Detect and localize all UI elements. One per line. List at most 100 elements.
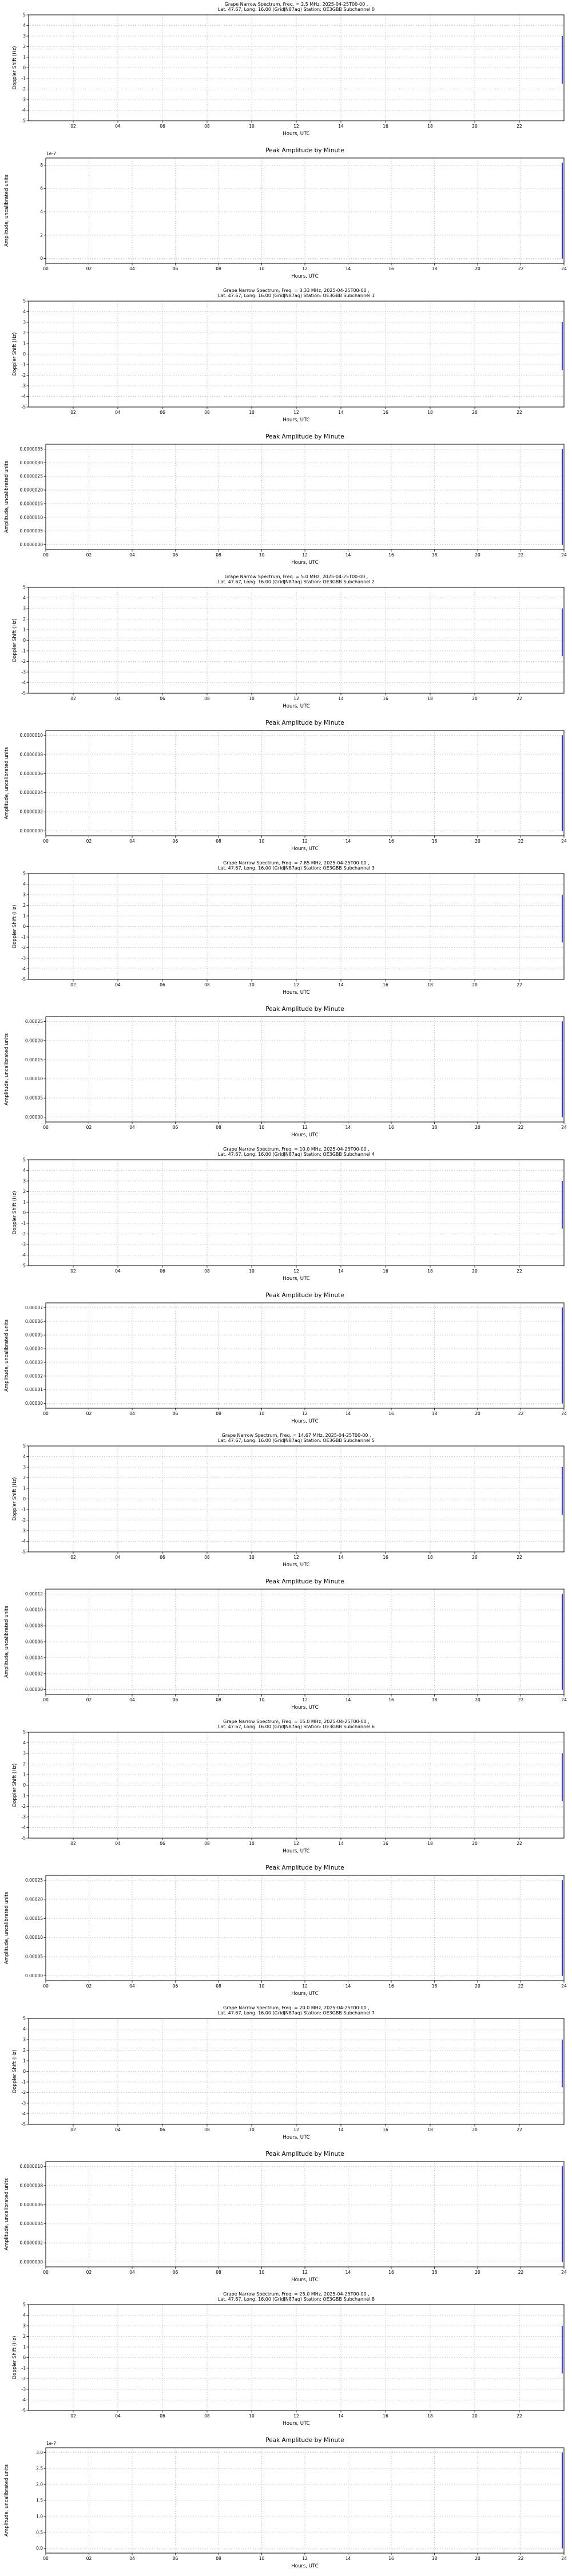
x-axis-label: Hours, UTC xyxy=(291,560,318,566)
y-tick-label: 5 xyxy=(23,1444,26,1449)
x-tick-label: 22 xyxy=(517,696,522,701)
x-tick-label: 16 xyxy=(388,2556,394,2561)
y-tick-label: 0.00015 xyxy=(25,1916,43,1921)
x-tick-label: 12 xyxy=(302,266,308,271)
x-tick-label: 02 xyxy=(86,1984,92,1989)
y-tick-label: -3 xyxy=(22,956,26,961)
x-tick-label: 06 xyxy=(173,1411,178,1416)
x-tick-label: 04 xyxy=(115,410,121,415)
x-tick-label: 04 xyxy=(115,696,121,701)
x-tick-label: 16 xyxy=(388,1697,394,1702)
x-tick-label: 10 xyxy=(249,124,255,129)
y-axis-label: Doppler Shift (Hz) xyxy=(12,905,18,949)
x-tick-label: 06 xyxy=(160,410,165,415)
doppler-chart-sub2: 02 04 06 08 10 12 14 16 18 20 22543210-1-2-3-4-5Gr… xyxy=(12,574,565,709)
amplitude-figure-sub3: 00 02 04 06 08 10 12 14 16 18 20 22 24 0.00000 0.00005… xyxy=(0,1002,572,1145)
amplitude-chart-sub3: 00 02 04 06 08 10 12 14 16 18 20 22 24 0.00000 0.00005… xyxy=(4,1006,567,1138)
y-tick-label: -1 xyxy=(22,1507,26,1512)
x-tick-label: 14 xyxy=(345,266,351,271)
x-tick-label: 22 xyxy=(518,1125,524,1130)
x-tick-label: 14 xyxy=(345,2556,351,2561)
y-tick-label: 4 xyxy=(23,1740,26,1745)
y-tick-label: 0.00025 xyxy=(25,1019,43,1024)
chart-title-line1: Peak Amplitude by Minute xyxy=(265,147,344,154)
y-tick-label: 0.00002 xyxy=(25,1671,43,1676)
y-tick-label: 0.0000010 xyxy=(19,733,43,738)
x-tick-label: 14 xyxy=(345,552,351,558)
x-tick-label: 22 xyxy=(518,552,524,558)
x-tick-label: 20 xyxy=(475,839,480,844)
x-tick-label: 12 xyxy=(302,552,308,558)
x-tick-label: 06 xyxy=(173,839,178,844)
x-tick-label: 18 xyxy=(427,2127,433,2132)
y-tick-label: -3 xyxy=(22,1242,26,1247)
y-tick-label: 0 xyxy=(23,924,26,929)
x-tick-label: 22 xyxy=(518,839,524,844)
y-tick-label: -4 xyxy=(22,680,26,685)
y-tick-label: 0.0000006 xyxy=(19,2202,43,2207)
x-tick-label: 06 xyxy=(160,1555,165,1560)
x-tick-label: 08 xyxy=(204,410,210,415)
x-tick-label: 20 xyxy=(475,1697,480,1702)
doppler-figure-sub4: 02 04 06 08 10 12 14 16 18 20 22 5 4 3 2 1 0 -1 -2 -3 -4 -5 Gr… xyxy=(0,1145,572,1288)
x-tick-label: 18 xyxy=(432,2556,438,2561)
x-tick-label: 02 xyxy=(70,696,76,701)
y-tick-label: -2 xyxy=(22,945,26,950)
x-tick-label: 06 xyxy=(160,1841,165,1846)
plot-frame xyxy=(45,2447,565,2554)
amplitude-chart-sub5: 00 02 04 06 08 10 12 14 16 18 20 22 24 0.00000 0.00002… xyxy=(4,1578,567,1710)
y-tick-label: 4 xyxy=(40,210,43,215)
y-tick-label: -3 xyxy=(22,384,26,389)
y-axis-label: Doppler Shift (Hz) xyxy=(12,1764,18,1807)
x-tick-label: 16 xyxy=(383,1269,388,1274)
x-tick-label: 10 xyxy=(259,1411,265,1416)
chart-title-line1: Grape Narrow Spectrum, Freq. = 5.0 MHz, … xyxy=(225,574,368,579)
y-tick-label: 3 xyxy=(23,1179,26,1184)
y-tick-label: 0.0000035 xyxy=(19,447,43,452)
y-tick-label: 2 xyxy=(23,2334,26,2339)
x-tick-label: 16 xyxy=(383,1841,388,1846)
y-tick-label: 1 xyxy=(23,55,26,60)
x-tick-label: 04 xyxy=(129,1125,135,1130)
plot-frame xyxy=(28,873,565,980)
x-tick-label: 00 xyxy=(43,266,49,271)
x-tick-label: 18 xyxy=(432,266,438,271)
x-tick-label: 12 xyxy=(293,982,299,987)
y-tick-label: 0.00000 xyxy=(25,1115,43,1120)
chart-title-line1: Grape Narrow Spectrum, Freq. = 15.0 MHz,… xyxy=(223,1719,370,1724)
x-tick-label: 04 xyxy=(129,2556,135,2561)
x-tick-label: 08 xyxy=(216,266,221,271)
y-tick-label: -5 xyxy=(22,977,26,982)
y-tick-label: -5 xyxy=(22,118,26,124)
x-tick-label: 02 xyxy=(70,982,76,987)
x-tick-label: 12 xyxy=(302,839,308,844)
x-tick-label: 06 xyxy=(160,124,165,129)
amplitude-chart-sub2: 00 02 04 06 08 10 12 14 16 18 20 22 24 0.0000000 0.000… xyxy=(4,720,567,852)
x-tick-label: 20 xyxy=(472,1269,478,1274)
x-tick-label: 24 xyxy=(561,266,567,271)
y-tick-label: -5 xyxy=(22,1263,26,1269)
x-tick-label: 14 xyxy=(338,124,344,129)
y-tick-label: 0 xyxy=(23,65,26,70)
y-tick-label: 0.0000005 xyxy=(19,528,43,534)
x-tick-label: 22 xyxy=(517,1555,522,1560)
doppler-chart-sub5: 02 04 06 08 10 12 14 16 18 20 22543210-1-2-3-4-5Gr… xyxy=(12,1433,565,1568)
y-tick-label: 0.0000010 xyxy=(19,515,43,520)
y-tick-label: -1 xyxy=(22,1793,26,1799)
y-tick-label: -1 xyxy=(22,935,26,940)
x-tick-label: 10 xyxy=(249,2413,255,2419)
y-tick-label: 0.00008 xyxy=(25,1623,43,1629)
x-tick-label: 20 xyxy=(475,552,480,558)
x-tick-label: 08 xyxy=(204,982,210,987)
y-tick-label: 5 xyxy=(23,585,26,590)
plot-frame xyxy=(45,1589,565,1695)
x-tick-label: 12 xyxy=(293,2413,299,2419)
y-tick-label: 2 xyxy=(23,903,26,908)
plot-frame xyxy=(45,1875,565,1981)
plot-frame xyxy=(28,1445,565,1552)
x-tick-label: 10 xyxy=(259,266,265,271)
y-tick-label: 3 xyxy=(23,2324,26,2329)
x-tick-label: 16 xyxy=(388,1411,394,1416)
y-axis-label: Amplitude, uncalibrated units xyxy=(4,2464,10,2537)
